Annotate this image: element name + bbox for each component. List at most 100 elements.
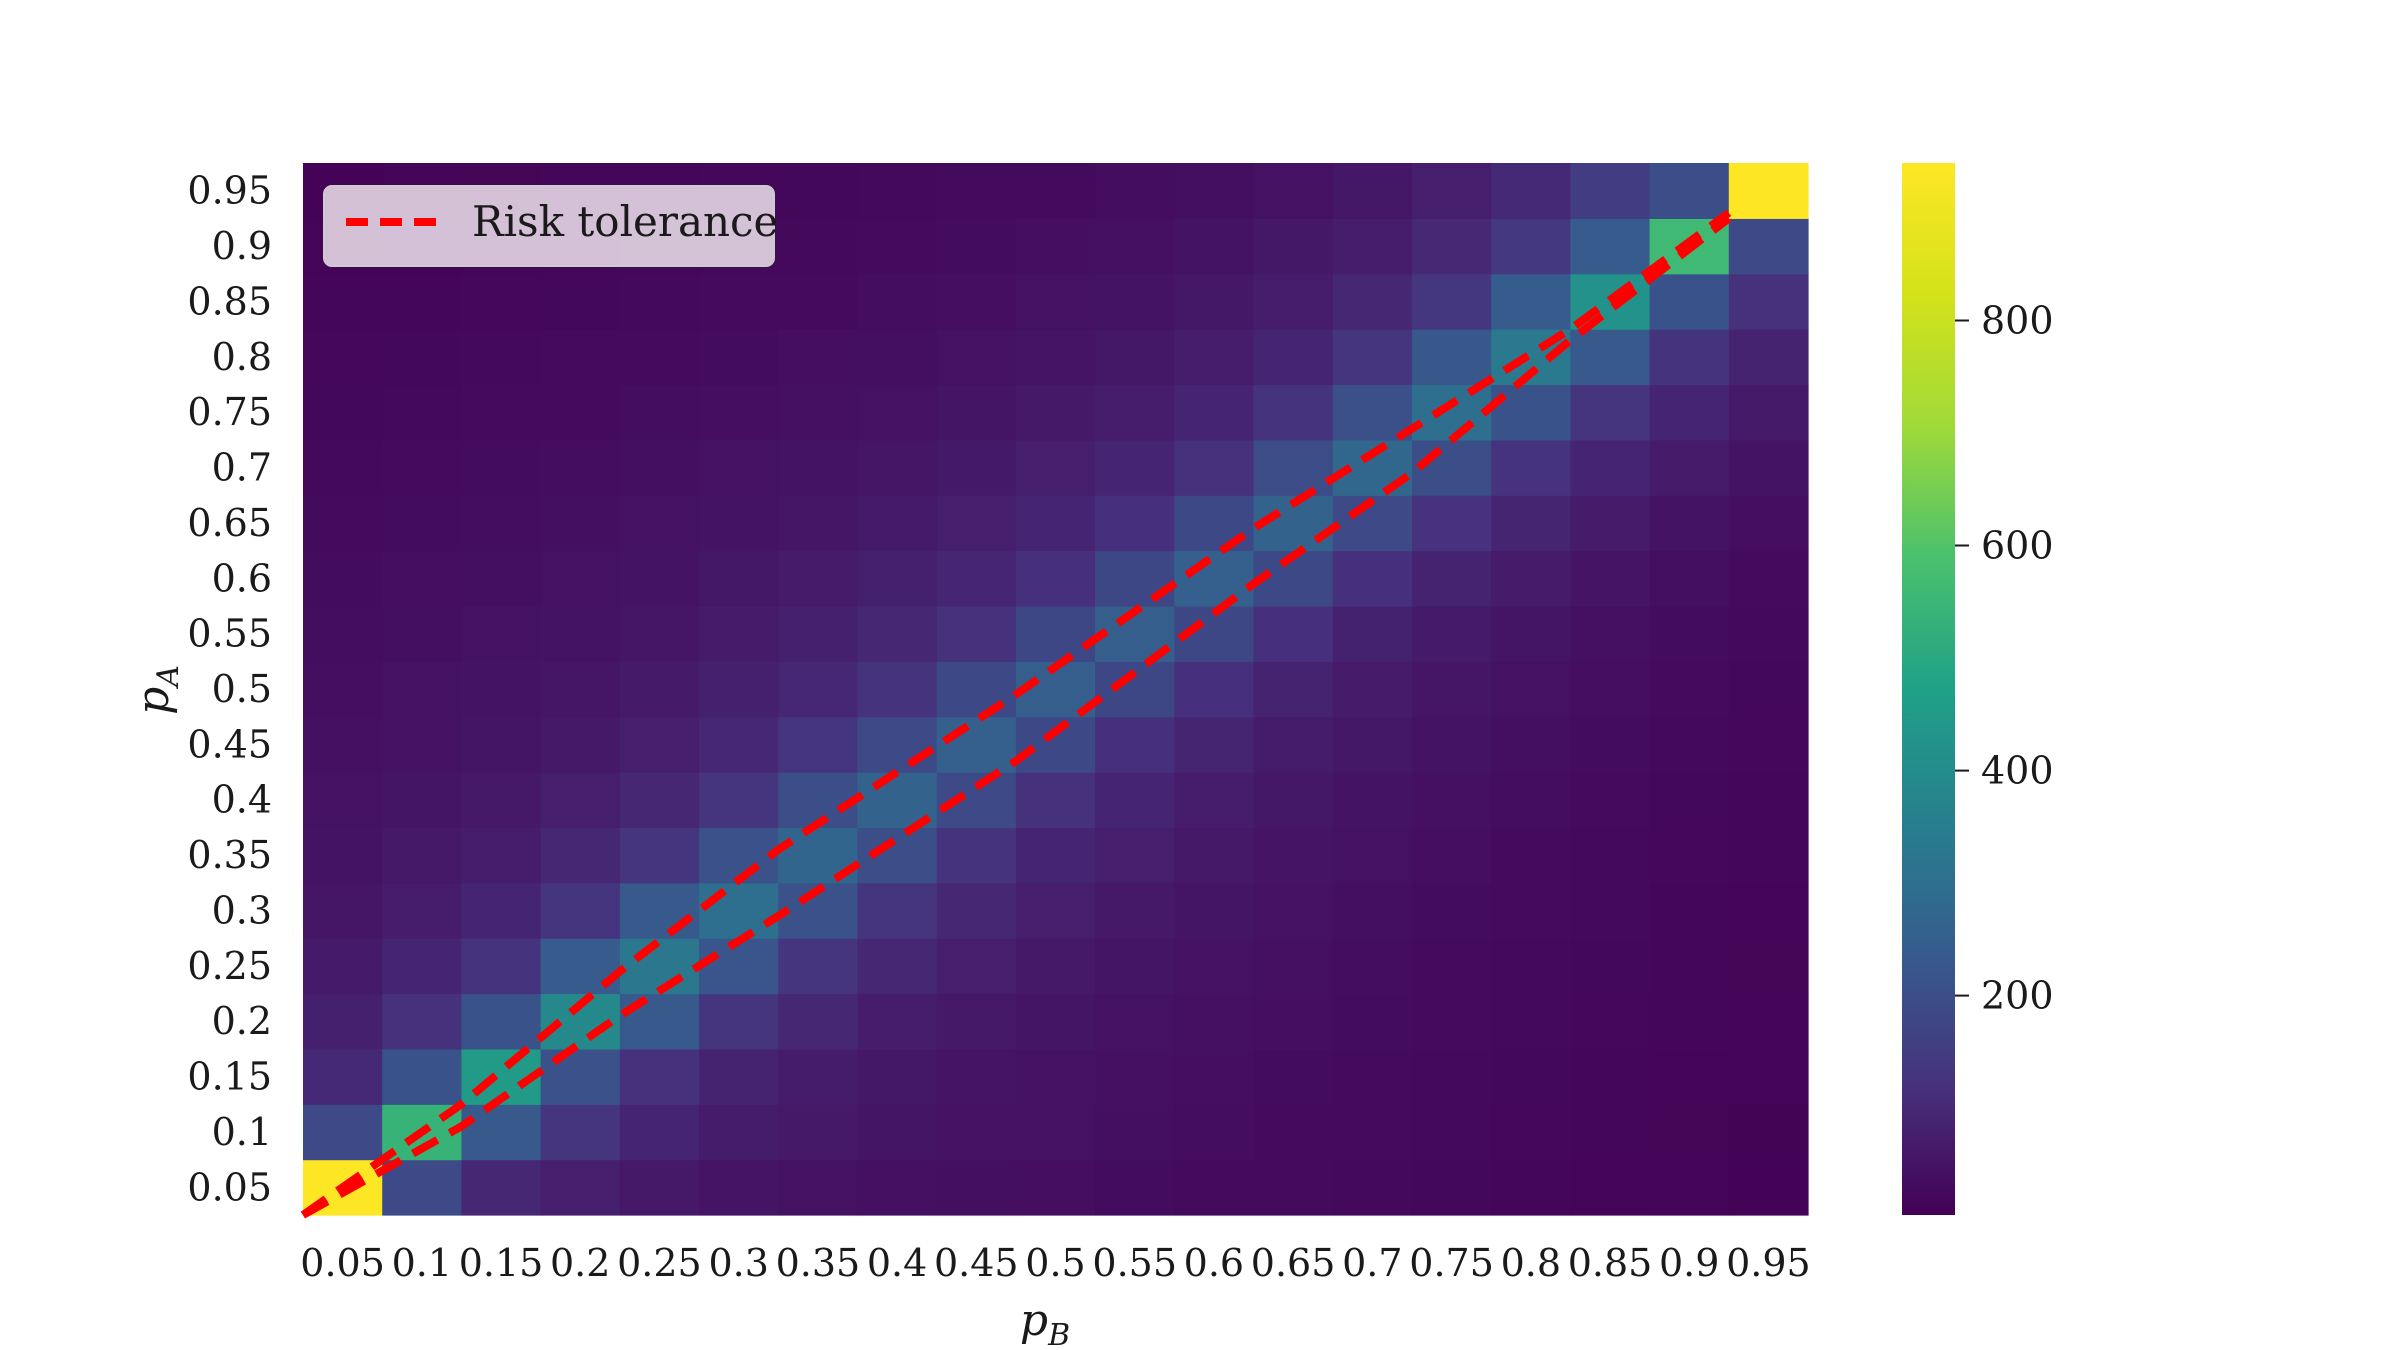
heatmap-cell (1174, 550, 1255, 607)
heatmap-cell (857, 716, 938, 773)
heatmap-cell (1491, 661, 1571, 718)
heatmap-cell (936, 163, 1017, 219)
heatmap-cell (1332, 550, 1413, 607)
heatmap-cell (857, 1104, 938, 1161)
heatmap-cell (1095, 218, 1175, 275)
heatmap-cell (1095, 550, 1175, 607)
heatmap-cell (1411, 993, 1492, 1050)
heatmap-cell (1332, 163, 1413, 219)
heatmap-cell (936, 1048, 1017, 1105)
heatmap-cell (1332, 605, 1413, 662)
heatmap-cell (1728, 384, 1809, 441)
heatmap-cell (1015, 827, 1096, 884)
heatmap-cell (1728, 827, 1809, 884)
heatmap-cell (382, 495, 463, 552)
heatmap-cell (1095, 993, 1175, 1050)
heatmap-cell (1728, 1159, 1809, 1216)
heatmap-cell (1649, 938, 1730, 995)
y-tick-label: 0.85 (187, 279, 272, 323)
heatmap-cell (778, 273, 859, 330)
heatmap-cell (382, 273, 463, 330)
colorbar-tick-label: 400 (1981, 749, 2054, 793)
heatmap-cell (699, 439, 779, 496)
heatmap-cell (619, 439, 700, 496)
heatmap-cell (1649, 827, 1730, 884)
heatmap-cell (619, 550, 700, 607)
heatmap-cell (1253, 1159, 1334, 1216)
heatmap-cell (1649, 1104, 1730, 1161)
heatmap-cell (1570, 882, 1651, 939)
heatmap-cell (1570, 163, 1651, 219)
heatmap-cell (619, 882, 700, 939)
heatmap-cell (1095, 716, 1175, 773)
heatmap-cell (1411, 605, 1492, 662)
heatmap-cell (778, 605, 859, 662)
heatmap-cell (1253, 827, 1334, 884)
heatmap-cell (382, 882, 463, 939)
heatmap-cell (619, 772, 700, 829)
heatmap-cell (1570, 1048, 1651, 1105)
heatmap-cell (936, 772, 1017, 829)
heatmap-cell (1253, 993, 1334, 1050)
heatmap-cell (1491, 1159, 1571, 1216)
heatmap-cell (778, 993, 859, 1050)
y-tick-label: 0.1 (212, 1110, 272, 1154)
heatmap-cell (1491, 882, 1571, 939)
heatmap-cell (1570, 495, 1651, 552)
heatmap-cell (1174, 1048, 1255, 1105)
heatmap-cell (1174, 882, 1255, 939)
heatmap-cell (1649, 550, 1730, 607)
heatmap-cell (461, 716, 542, 773)
heatmap-cell (540, 605, 621, 662)
heatmap-cell (1491, 495, 1571, 552)
heatmap-cell (461, 993, 542, 1050)
heatmap-cell (1728, 1104, 1809, 1161)
heatmap-cell (1649, 495, 1730, 552)
heatmap-cell (1649, 993, 1730, 1050)
heatmap-cell (857, 938, 938, 995)
heatmap-cell (1649, 163, 1730, 219)
heatmap-cell (1570, 329, 1651, 386)
heatmap-cell (1015, 550, 1096, 607)
heatmap-cell (303, 384, 383, 441)
heatmap-cell (1491, 938, 1571, 995)
heatmap-cell (936, 384, 1017, 441)
heatmap-cell (619, 329, 700, 386)
heatmap-cell (1570, 938, 1651, 995)
heatmap-cell (1095, 1104, 1175, 1161)
heatmap-cells (303, 163, 1809, 1216)
heatmap-cell (1649, 439, 1730, 496)
heatmap-cell (857, 882, 938, 939)
heatmap-cell (1649, 1159, 1730, 1216)
heatmap-cell (1332, 329, 1413, 386)
x-tick-label: 0.8 (1501, 1241, 1561, 1285)
heatmap-cell (1570, 716, 1651, 773)
heatmap-cell (699, 1159, 779, 1216)
heatmap-cell (540, 439, 621, 496)
heatmap-cell (540, 384, 621, 441)
x-tick-labels: 0.05 0.1 0.15 0.2 0.25 0.3 0.35 0.4 0.45 0.5 0.55 0… (300, 1241, 1810, 1285)
heatmap-cell (1491, 716, 1571, 773)
heatmap-cell (1728, 1048, 1809, 1105)
heatmap-cell (619, 993, 700, 1050)
heatmap-cell (1411, 329, 1492, 386)
heatmap-cell (857, 1048, 938, 1105)
heatmap-cell (1253, 1048, 1334, 1105)
heatmap-cell (303, 1048, 383, 1105)
heatmap-cell (1095, 384, 1175, 441)
heatmap-cell (1015, 993, 1096, 1050)
heatmap-cell (1728, 163, 1809, 219)
heatmap-cell (619, 827, 700, 884)
heatmap-cell (936, 1104, 1017, 1161)
heatmap-cell (1570, 1159, 1651, 1216)
heatmap-cell (699, 772, 779, 829)
heatmap-cell (619, 1048, 700, 1105)
heatmap-cell (778, 661, 859, 718)
x-axis-label: pB (1020, 1295, 1070, 1350)
heatmap-cell (461, 882, 542, 939)
heatmap-cell (778, 163, 859, 219)
heatmap-cell (1411, 384, 1492, 441)
y-tick-label: 0.05 (187, 1165, 272, 1209)
heatmap-cell (778, 384, 859, 441)
heatmap-cell (699, 827, 779, 884)
